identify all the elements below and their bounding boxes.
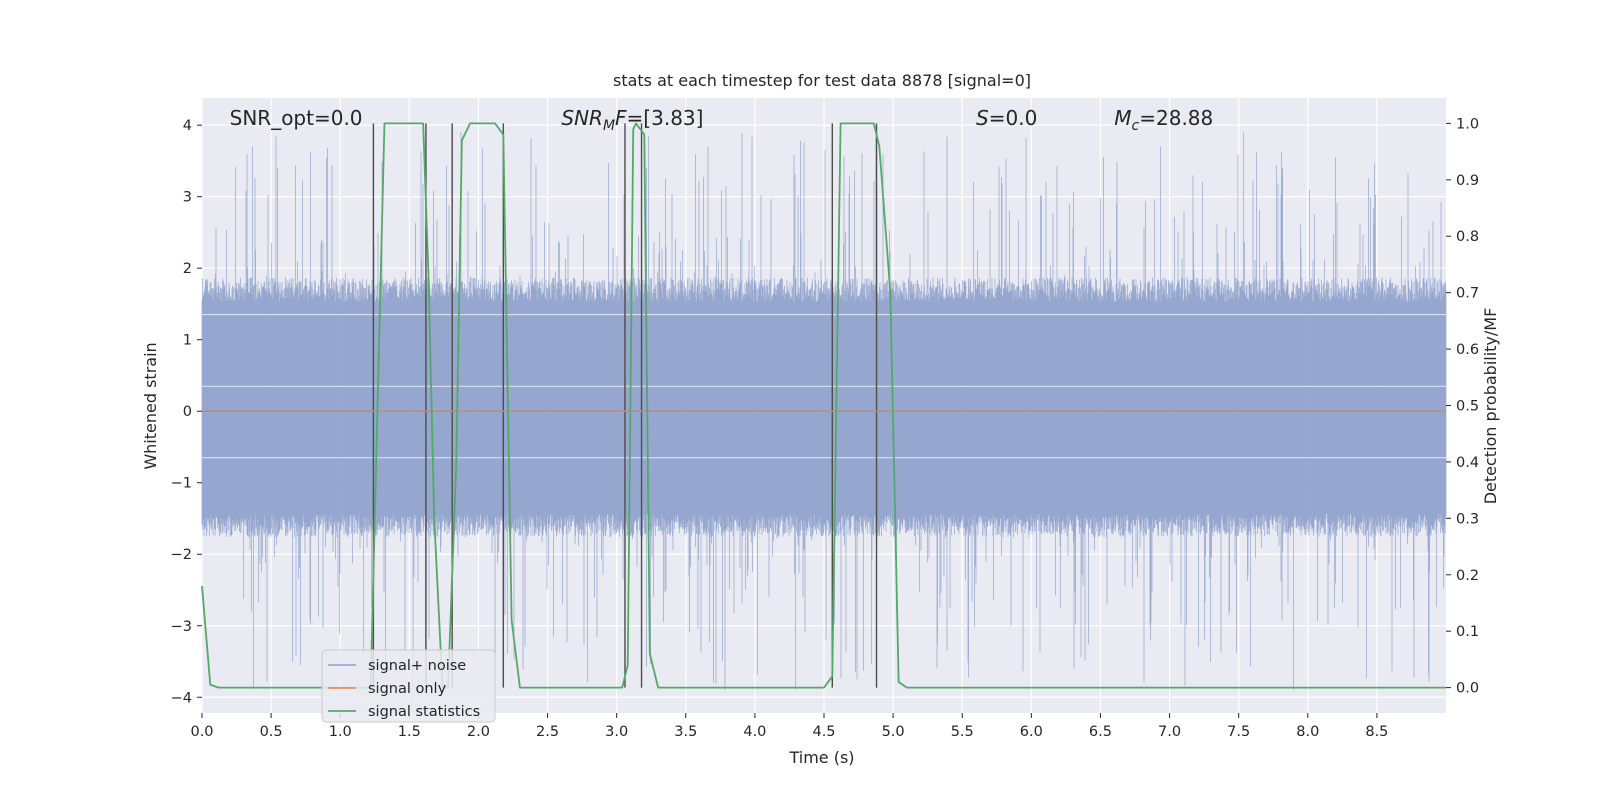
x-tick-label: 5.0 [882, 724, 905, 740]
y-right-tick-label: 0.5 [1456, 399, 1479, 415]
annotations: SNR_opt=0.0 SNRMF=[3.83] S=0.0 Mc=28.88 [230, 106, 1214, 134]
x-tick-label: 5.5 [951, 724, 974, 740]
y-tick-label: 1 [183, 333, 192, 349]
y-right-tick-label: 1.0 [1456, 116, 1479, 132]
x-tick-label: 4.5 [812, 724, 835, 740]
x-tick-label: 6.5 [1089, 724, 1112, 740]
legend: signal+ noise signal only signal statistic… [321, 649, 496, 723]
x-tick-label: 6.0 [1020, 724, 1043, 740]
y-axis-label: Whitened strain [141, 342, 160, 469]
y-tick-label: 4 [183, 118, 192, 134]
chart-title: stats at each timestep for test data 887… [613, 71, 1031, 90]
x-tick-label: 8.0 [1296, 724, 1319, 740]
y-right-tick-label: 0.9 [1456, 173, 1479, 189]
y-right-tick-label: 0.3 [1456, 511, 1479, 527]
y-right-tick-label: 0.7 [1456, 286, 1479, 302]
y-right-tick-label: 0.4 [1456, 455, 1479, 471]
legend-entry: signal statistics [368, 704, 480, 720]
y-tick-label: −3 [171, 619, 192, 635]
x-axis-label: Time (s) [788, 748, 854, 767]
x-tick-label: 7.5 [1227, 724, 1250, 740]
annotation: SNRMF=[3.83] [561, 106, 703, 134]
y-tick-label: 0 [183, 404, 192, 420]
x-tick-label: 4.0 [743, 724, 766, 740]
x-tick-label: 1.0 [329, 724, 352, 740]
x-tick-label: 0.5 [260, 724, 283, 740]
y-right-tick-label: 0.0 [1456, 681, 1479, 697]
x-tick-label: 1.5 [398, 724, 421, 740]
y-right-tick-label: 0.2 [1456, 568, 1479, 584]
x-tick-label: 3.0 [605, 724, 628, 740]
tick-labels: 0.0 0.5 1.0 1.5 2.0 2.5 3.0 3.5 4.0 4.5 5.0 5.5 6.0 6… [171, 116, 1479, 740]
x-tick-label: 7.0 [1158, 724, 1181, 740]
line-series [201, 122, 1446, 689]
annotation: Mc=28.88 [1114, 106, 1213, 134]
annotation: S=0.0 [976, 106, 1037, 130]
legend-entry: signal only [368, 681, 447, 697]
y-right-tick-label: 0.8 [1456, 229, 1479, 245]
y-right-tick-label: 0.6 [1456, 342, 1479, 358]
x-tick-label: 3.5 [674, 724, 697, 740]
y-tick-label: 2 [183, 261, 192, 277]
x-tick-label: 2.5 [536, 724, 559, 740]
x-tick-label: 0.0 [190, 724, 213, 740]
y-tick-label: −4 [171, 690, 192, 706]
y-right-axis-label: Detection probability/MF [1481, 308, 1500, 505]
y-tick-label: −1 [171, 476, 192, 492]
y-tick-label: −2 [171, 547, 192, 563]
signal-statistics-line [201, 122, 1446, 689]
x-tick-label: 2.0 [467, 724, 490, 740]
x-tick-label: 8.5 [1365, 724, 1388, 740]
annotation: SNR_opt=0.0 [230, 106, 363, 130]
legend-entry: signal+ noise [368, 658, 466, 674]
legend-box [321, 649, 496, 723]
y-right-tick-label: 0.1 [1456, 624, 1479, 640]
y-tick-label: 3 [183, 190, 192, 206]
